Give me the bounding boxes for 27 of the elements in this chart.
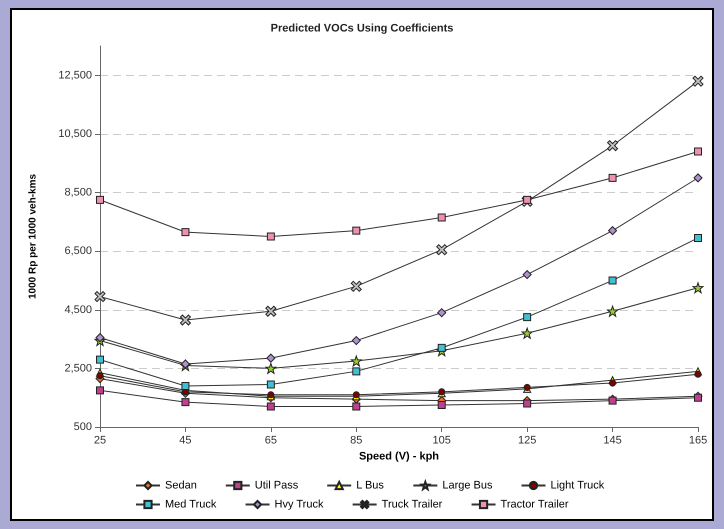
y-tick-label: 10,500 xyxy=(58,128,92,140)
legend-label: Sedan xyxy=(165,480,197,492)
legend-label: Light Truck xyxy=(550,480,605,492)
x-tick-label: 145 xyxy=(603,434,622,446)
legend-label: Med Truck xyxy=(165,498,217,510)
legend-label: Tractor Trailer xyxy=(500,498,569,510)
legend-label: Large Bus xyxy=(442,480,493,492)
legend-label: Util Pass xyxy=(254,480,299,492)
y-axis-title: 1000 Rp per 1000 veh-kms xyxy=(28,174,38,300)
x-tick-label: 85 xyxy=(350,434,362,446)
x-tick-label: 65 xyxy=(264,434,277,446)
legend-label: Truck Trailer xyxy=(382,498,443,510)
y-tick-label: 500 xyxy=(74,421,92,433)
y-tick-label: 6,500 xyxy=(64,245,92,258)
x-tick-label: 105 xyxy=(432,434,451,446)
y-tick-label: 4,500 xyxy=(64,304,92,316)
x-tick-label: 165 xyxy=(688,434,708,446)
legend-label: Hvy Truck xyxy=(274,498,324,510)
x-tick-label: 125 xyxy=(518,434,536,446)
y-tick-label: 8,500 xyxy=(64,186,92,199)
x-tick-label: 25 xyxy=(94,434,106,446)
y-tick-label: 12,500 xyxy=(58,69,92,82)
chart-title: Predicted VOCs Using Coefficients xyxy=(270,22,454,34)
x-tick-label: 45 xyxy=(179,434,192,446)
legend-label: L Bus xyxy=(356,480,384,492)
x-axis-title: Speed (V) - kph xyxy=(358,450,440,462)
y-tick-label: 2,500 xyxy=(64,362,92,374)
